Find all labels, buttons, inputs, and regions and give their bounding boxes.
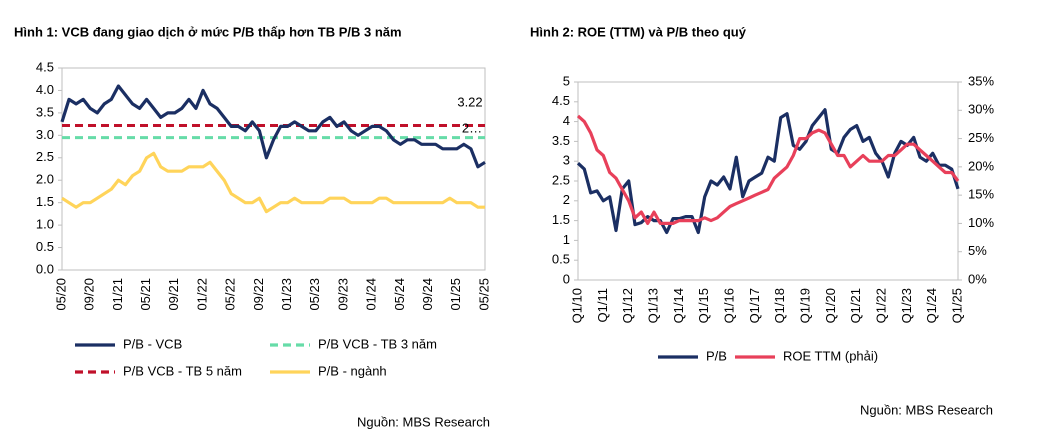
x-tick-label: 05/25 [476,278,491,311]
x-tick-label: 09/22 [251,278,266,311]
x-tick-label: Q1/17 [747,288,762,323]
x-tick-label: Q1/15 [696,288,711,323]
x-tick-label: 01/24 [364,278,379,311]
plot-frame [577,81,959,281]
y-tick-label: 1.5 [36,194,54,209]
y-tick-label: 0.0 [36,261,54,276]
y2-tick-label: 5% [968,243,987,258]
x-tick-label: 05/22 [223,278,238,311]
y-tick-label: 1.5 [552,212,570,227]
y-tick-label: 2.5 [552,172,570,187]
y-tick-label: 4.5 [552,93,570,108]
x-tick-label: Q1/25 [949,288,964,323]
series-line [61,151,485,214]
x-tick-label: 05/21 [138,278,153,311]
x-tick-label: Q1/16 [721,288,736,323]
x-tick-label: 09/21 [166,278,181,311]
y-tick-label: 4 [563,113,570,128]
x-tick-label: Q1/14 [671,288,686,323]
y-tick-label: 1 [563,232,570,247]
y-tick-label: 1.0 [36,217,54,232]
legend-label: ROE TTM (phải) [783,348,878,363]
y2-tick-label: 10% [968,215,994,230]
x-tick-label: Q1/23 [899,288,914,323]
legend-label: P/B VCB - TB 3 năm [318,336,437,351]
annotation: 3.22 [457,94,482,109]
y-tick-label: 3 [563,153,570,168]
x-tick-label: 05/24 [392,278,407,311]
x-tick-label: 05/23 [307,278,322,311]
x-tick-label: 05/20 [53,278,68,311]
y2-tick-label: 20% [968,158,994,173]
x-tick-label: 09/20 [82,278,97,311]
y2-tick-label: 15% [968,187,994,202]
x-tick-label: 01/25 [448,278,463,311]
x-tick-label: Q1/11 [595,288,610,322]
y-tick-label: 3.0 [36,127,54,142]
x-tick-label: 01/23 [279,278,294,311]
y-tick-label: 0.5 [552,252,570,267]
chart-title: Hình 2: ROE (TTM) và P/B theo quý [530,24,747,39]
annotation: 2… [462,120,482,135]
y-tick-label: 2 [563,192,570,207]
x-tick-label: Q1/12 [620,288,635,323]
y-tick-label: 3.5 [36,104,54,119]
y-tick-label: 2.0 [36,172,54,187]
x-tick-label: 09/23 [335,278,350,311]
y-tick-label: 4.5 [36,59,54,74]
y2-tick-label: 25% [968,130,994,145]
source: Nguồn: MBS Research [357,414,490,429]
source: Nguồn: MBS Research [860,402,993,417]
y-tick-label: 5 [563,73,570,88]
legend-label: P/B [706,348,727,363]
chart-title: Hình 1: VCB đang giao dịch ở mức P/B thấ… [14,24,402,39]
x-tick-label: Q1/21 [848,288,863,323]
x-tick-label: 01/22 [194,278,209,311]
y2-tick-label: 30% [968,102,994,117]
x-tick-label: Q1/20 [823,288,838,323]
legend-label: P/B - VCB [123,336,182,351]
x-tick-label: Q1/19 [797,288,812,323]
x-tick-label: 01/21 [110,278,125,311]
y-tick-label: 4.0 [36,82,54,97]
legend-label: P/B - ngành [318,363,387,378]
x-tick-label: Q1/24 [924,288,939,323]
legend-label: P/B VCB - TB 5 năm [123,363,242,378]
x-tick-label: Q1/22 [873,288,888,323]
series-line [576,108,960,235]
x-tick-label: 09/24 [420,278,435,311]
plot-frame [61,67,486,271]
y-tick-label: 3.5 [552,133,570,148]
x-tick-label: Q1/10 [569,288,584,323]
y-tick-label: 0 [563,271,570,286]
y-tick-label: 0.5 [36,239,54,254]
y-tick-label: 2.5 [36,149,54,164]
series-line [576,114,960,225]
x-tick-label: Q1/18 [772,288,787,323]
y2-tick-label: 0% [968,271,987,286]
y2-tick-label: 35% [968,73,994,88]
series-line [60,84,486,169]
x-tick-label: Q1/13 [645,288,660,323]
